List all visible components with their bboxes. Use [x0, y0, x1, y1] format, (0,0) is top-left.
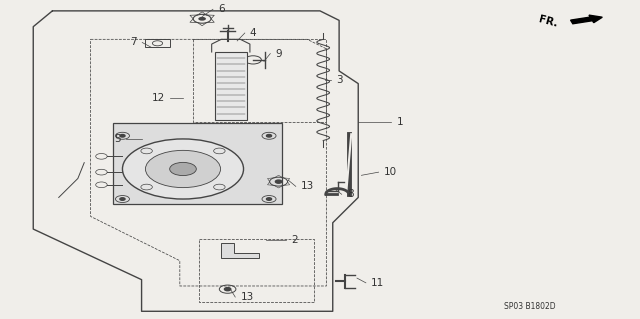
Text: 13: 13 — [241, 292, 253, 302]
FancyArrow shape — [571, 15, 602, 24]
Text: 2: 2 — [291, 235, 298, 245]
Circle shape — [275, 180, 282, 183]
Text: 11: 11 — [371, 278, 384, 288]
Circle shape — [266, 135, 271, 137]
Circle shape — [170, 162, 196, 175]
Text: 4: 4 — [250, 28, 257, 38]
Text: 12: 12 — [152, 93, 165, 103]
Circle shape — [145, 150, 221, 188]
Polygon shape — [221, 243, 259, 257]
Bar — [145, 39, 170, 47]
Text: FR.: FR. — [538, 15, 559, 29]
Circle shape — [122, 139, 244, 199]
Text: 3: 3 — [336, 76, 342, 85]
Circle shape — [120, 198, 125, 200]
Text: 5: 5 — [115, 134, 121, 144]
Text: 10: 10 — [384, 167, 397, 177]
Text: 1: 1 — [396, 116, 403, 127]
Text: 6: 6 — [218, 4, 225, 14]
Bar — [113, 123, 282, 204]
Text: SP03 B1802D: SP03 B1802D — [504, 302, 556, 311]
Circle shape — [225, 287, 231, 291]
Circle shape — [198, 17, 206, 21]
Text: 9: 9 — [275, 48, 282, 59]
Text: 13: 13 — [301, 182, 314, 191]
Bar — [215, 52, 246, 120]
Circle shape — [120, 135, 125, 137]
Circle shape — [266, 198, 271, 200]
Text: 7: 7 — [131, 38, 137, 48]
Text: 8: 8 — [347, 189, 353, 199]
